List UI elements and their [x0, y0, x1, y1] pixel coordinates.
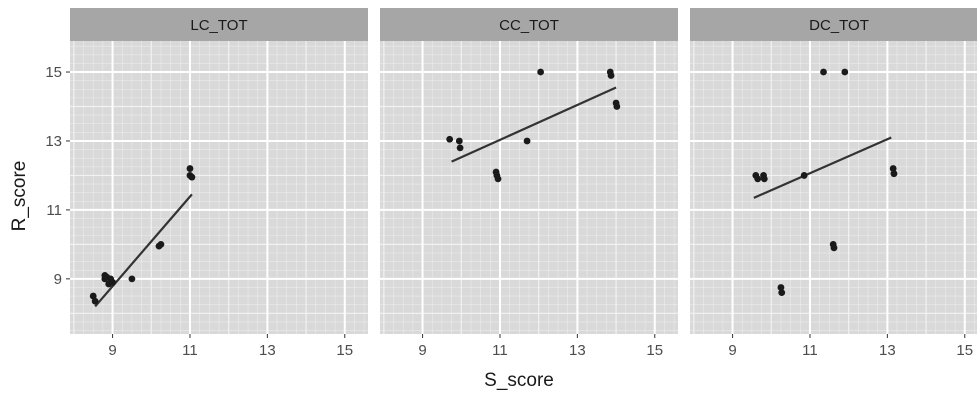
- data-point: [128, 275, 136, 283]
- data-point: [800, 172, 808, 179]
- x-tick-label: 15: [646, 342, 663, 359]
- y-axis: 9 11 13 15: [45, 64, 70, 288]
- data-point: [157, 240, 165, 248]
- x-tick-label: 15: [336, 342, 353, 359]
- data-point: [841, 68, 849, 76]
- x-tick-label: 13: [879, 342, 896, 359]
- data-point: [889, 165, 897, 172]
- panel-dc-tot: DC_TOT 9 11 13 15: [690, 8, 977, 359]
- facet-strip-label: LC_TOT: [190, 17, 247, 34]
- trend-line: [94, 193, 193, 308]
- data-point: [456, 144, 464, 152]
- facet-strip: [690, 8, 977, 41]
- data-point: [830, 244, 838, 252]
- y-tick-label: 11: [46, 202, 62, 219]
- panel-cc-tot: CC_TOT 9 11 13 15: [380, 8, 678, 359]
- x-tick-label: 11: [492, 342, 508, 359]
- x-tick-label: 9: [418, 342, 426, 359]
- data-point: [109, 278, 116, 286]
- data-point: [455, 137, 463, 145]
- data-point: [537, 68, 545, 76]
- x-tick-label: 9: [728, 342, 736, 359]
- data-point: [777, 284, 785, 291]
- y-axis-title: R_score: [9, 161, 30, 232]
- x-tick-label: 13: [569, 342, 586, 359]
- y-tick-label: 9: [54, 271, 62, 288]
- data-point: [91, 297, 99, 305]
- data-point: [607, 72, 615, 79]
- data-point: [188, 173, 196, 181]
- data-point: [446, 135, 454, 143]
- y-tick-label: 13: [45, 133, 62, 150]
- panels-layer: LC_TOT 9 11 13 15 CC_TOT 9 11 13 15 DC_TOT 9 11 13 15: [70, 8, 977, 359]
- x-tick-label: 15: [956, 342, 973, 359]
- x-tick-label: 11: [802, 342, 818, 359]
- data-point: [523, 137, 531, 145]
- data-point: [494, 175, 502, 183]
- y-tick-label: 15: [45, 64, 62, 81]
- facet-strip-label: CC_TOT: [499, 17, 559, 34]
- x-axis-title: S_score: [484, 370, 554, 391]
- data-point: [890, 170, 898, 178]
- data-point: [186, 165, 194, 172]
- x-tick-label: 13: [259, 342, 276, 359]
- panel-lc-tot: LC_TOT 9 11 13 15: [70, 8, 368, 359]
- facet-strip: [380, 8, 678, 41]
- facet-strip-label: DC_TOT: [809, 17, 869, 34]
- x-tick-label: 11: [182, 342, 198, 359]
- data-point: [778, 289, 786, 297]
- trend-line: [753, 136, 892, 199]
- data-point: [820, 68, 827, 76]
- data-point: [613, 103, 621, 110]
- data-point: [760, 175, 768, 183]
- x-tick-label: 9: [108, 342, 116, 359]
- facet-strip: [70, 8, 368, 41]
- data-point: [89, 292, 97, 300]
- trend-line: [451, 86, 617, 163]
- panel-background: [690, 41, 977, 334]
- data-point: [754, 175, 762, 183]
